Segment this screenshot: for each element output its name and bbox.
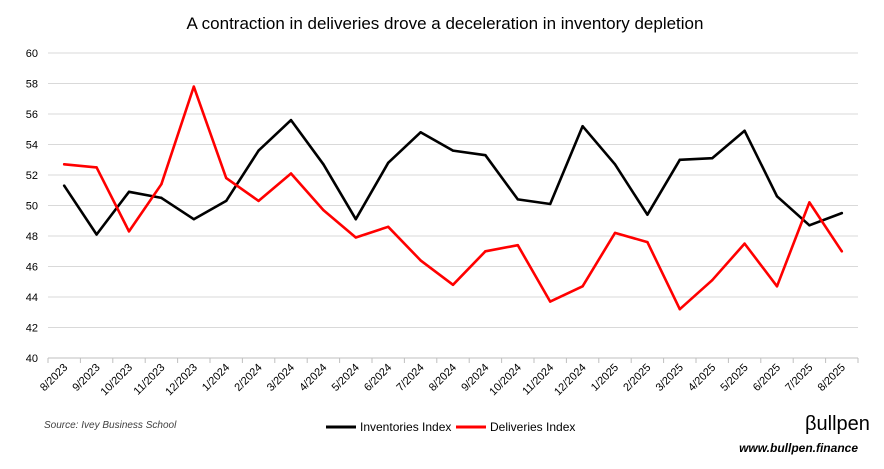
x-tick-label: 1/2025 <box>589 362 621 394</box>
data-point-deliveries <box>484 250 487 253</box>
data-point-inventories <box>711 157 714 160</box>
data-point-inventories <box>451 149 455 152</box>
x-tick-label: 5/2024 <box>330 362 362 394</box>
data-point-inventories <box>62 184 66 187</box>
legend-label-deliveries: Deliveries Index <box>490 420 575 434</box>
data-point-inventories <box>160 196 163 200</box>
data-point-inventories <box>484 153 487 157</box>
data-point-deliveries <box>419 259 422 262</box>
data-point-inventories <box>743 129 746 132</box>
data-point-deliveries <box>613 231 617 235</box>
data-point-inventories <box>95 233 98 236</box>
y-tick-label: 48 <box>26 231 38 243</box>
data-point-deliveries <box>225 176 228 180</box>
y-gridlines <box>48 52 858 328</box>
x-tick-label: 11/2023 <box>131 362 167 398</box>
data-point-deliveries <box>127 230 131 233</box>
data-point-deliveries <box>354 236 357 239</box>
x-tick-label: 5/2025 <box>718 362 750 394</box>
data-point-deliveries <box>549 300 552 303</box>
x-tick-label: 7/2024 <box>394 362 426 394</box>
data-point-deliveries <box>289 172 293 175</box>
y-tick-label: 50 <box>26 201 38 213</box>
x-tick-label: 7/2025 <box>783 362 815 394</box>
x-tick-label: 6/2024 <box>362 362 394 394</box>
x-tick-label: 10/2024 <box>487 362 524 399</box>
y-tick-label: 56 <box>26 109 38 121</box>
x-tick-label: 8/2025 <box>816 362 848 394</box>
data-point-inventories <box>354 218 357 221</box>
brand-url: www.bullpen.finance <box>739 441 858 455</box>
x-tick-label: 12/2024 <box>552 362 589 399</box>
data-point-deliveries <box>160 182 163 186</box>
y-tick-label: 46 <box>26 262 38 274</box>
data-point-inventories <box>192 218 195 221</box>
data-point-inventories <box>775 195 779 198</box>
data-point-deliveries <box>192 85 195 88</box>
data-point-deliveries <box>62 163 66 166</box>
data-point-deliveries <box>840 250 843 253</box>
x-tick-label: 6/2025 <box>751 362 783 394</box>
x-tick-label: 2/2024 <box>232 362 264 394</box>
data-point-inventories <box>257 149 260 152</box>
y-tick-label: 40 <box>26 353 38 365</box>
data-point-deliveries <box>678 308 681 311</box>
x-tick-label: 8/2024 <box>427 362 459 394</box>
data-point-inventories <box>549 202 552 206</box>
data-point-inventories <box>808 224 811 227</box>
data-point-deliveries <box>581 285 584 288</box>
data-point-inventories <box>840 211 843 215</box>
data-point-deliveries <box>322 208 325 212</box>
y-tick-label: 54 <box>26 140 38 152</box>
data-point-inventories <box>127 190 131 193</box>
x-tick-label: 12/2023 <box>163 362 200 399</box>
data-point-deliveries <box>95 166 98 169</box>
y-tick-label: 60 <box>26 48 38 60</box>
data-point-deliveries <box>743 242 746 245</box>
x-axis <box>47 357 859 363</box>
legend: Inventories Index Deliveries Index <box>326 420 575 434</box>
data-point-inventories <box>419 131 422 134</box>
y-tick-label: 42 <box>26 323 38 335</box>
x-tick-label: 1/2024 <box>200 362 232 394</box>
source-note: Source: Ivey Business School <box>44 420 177 431</box>
y-tick-labels: 40 42 44 46 48 50 52 54 56 58 60 <box>26 48 38 365</box>
chart-title: A contraction in deliveries drove a dece… <box>187 14 704 33</box>
y-tick-label: 58 <box>26 79 38 91</box>
series-line-deliveries <box>62 85 844 311</box>
data-point-inventories <box>225 199 228 203</box>
data-point-deliveries <box>808 201 811 204</box>
data-point-deliveries <box>451 283 455 286</box>
series-lines <box>62 85 844 311</box>
x-tick-label: 8/2023 <box>38 362 70 394</box>
x-tick-label: 3/2024 <box>265 362 297 394</box>
data-point-deliveries <box>646 240 649 244</box>
data-point-inventories <box>322 163 325 166</box>
bullpen-logo: βullpen <box>805 413 870 435</box>
series-line-inventories <box>62 118 844 236</box>
data-point-inventories <box>581 125 584 128</box>
data-point-inventories <box>516 198 519 201</box>
data-point-inventories <box>289 118 293 122</box>
x-tick-label: 4/2025 <box>686 362 718 394</box>
y-tick-label: 44 <box>26 292 38 304</box>
x-tick-label: 10/2023 <box>99 362 136 399</box>
x-tick-label: 2/2025 <box>621 362 653 394</box>
legend-label-inventories: Inventories Index <box>360 420 451 434</box>
data-point-inventories <box>613 163 617 166</box>
data-point-inventories <box>387 161 390 164</box>
x-tick-label: 11/2024 <box>520 362 556 398</box>
x-tick-label: 3/2025 <box>654 362 686 394</box>
data-point-deliveries <box>516 243 519 247</box>
y-tick-label: 52 <box>26 170 38 182</box>
data-point-inventories <box>646 213 649 216</box>
data-point-deliveries <box>257 199 260 203</box>
data-point-deliveries <box>711 279 714 282</box>
x-tick-label: 4/2024 <box>297 362 329 394</box>
data-point-deliveries <box>775 285 779 288</box>
data-point-deliveries <box>387 225 390 229</box>
data-point-inventories <box>678 158 681 161</box>
